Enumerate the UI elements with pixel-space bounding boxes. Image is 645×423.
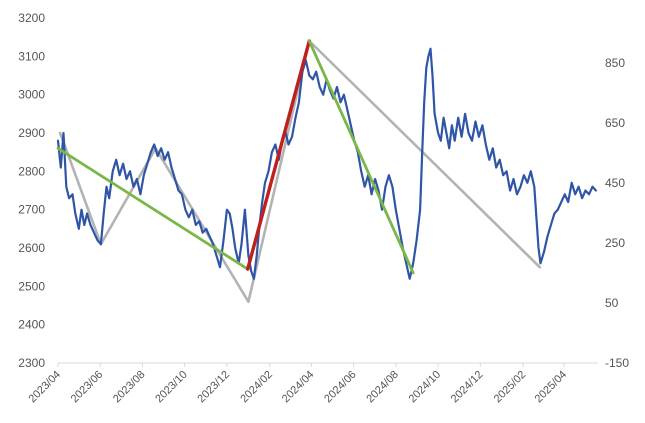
y-axis-right: -150 50 250 450 650 850 <box>605 56 629 370</box>
plot-lines <box>56 39 598 304</box>
x-tick-label: 2023/04 <box>27 369 64 406</box>
x-tick-label: 2023/12 <box>195 369 232 406</box>
x-tick-label: 2024/08 <box>364 369 401 406</box>
up-trendline-line <box>245 39 311 271</box>
y-right-tick-label: 250 <box>605 236 625 250</box>
x-tick-label: 2025/02 <box>492 369 529 406</box>
down-trendline-2-line <box>307 39 415 275</box>
y-left-tick-label: 2700 <box>18 203 45 217</box>
y-left-tick-label: 3000 <box>18 88 45 102</box>
y-left-tick-label: 2600 <box>18 241 45 255</box>
y-axis-left: 2300 2400 2500 2600 2700 2800 2900 3000 3100 3200 <box>18 11 45 370</box>
y-left-tick-label: 2800 <box>18 164 45 178</box>
x-tick-label: 2024/10 <box>407 369 444 406</box>
down-trendline-1-line <box>56 146 250 271</box>
y-right-tick-label: -150 <box>605 356 629 370</box>
y-right-tick-label: 50 <box>605 296 619 310</box>
y-left-tick-label: 2900 <box>18 126 45 140</box>
x-tick-label: 2024/04 <box>280 369 317 406</box>
x-tick-label: 2024/06 <box>322 369 359 406</box>
y-right-tick-label: 650 <box>605 116 625 130</box>
y-left-tick-label: 3200 <box>18 11 45 25</box>
y-left-tick-label: 3100 <box>18 49 45 63</box>
y-right-tick-label: 850 <box>605 56 625 70</box>
y-left-tick-label: 2400 <box>18 318 45 332</box>
swing-zigzag-line <box>58 39 542 304</box>
x-tick-label: 2025/04 <box>533 369 570 406</box>
x-tick-label: 2023/06 <box>69 369 106 406</box>
x-tick-label: 2024/12 <box>449 369 486 406</box>
x-tick-label: 2023/10 <box>153 369 190 406</box>
y-left-tick-label: 2300 <box>18 356 45 370</box>
y-left-tick-label: 2500 <box>18 279 45 293</box>
x-tick-label: 2023/08 <box>111 369 148 406</box>
y-right-tick-label: 450 <box>605 176 625 190</box>
x-axis: 2023/04 2023/06 2023/08 2023/10 2023/12 2024/… <box>27 363 570 406</box>
x-tick-label: 2024/02 <box>238 369 275 406</box>
